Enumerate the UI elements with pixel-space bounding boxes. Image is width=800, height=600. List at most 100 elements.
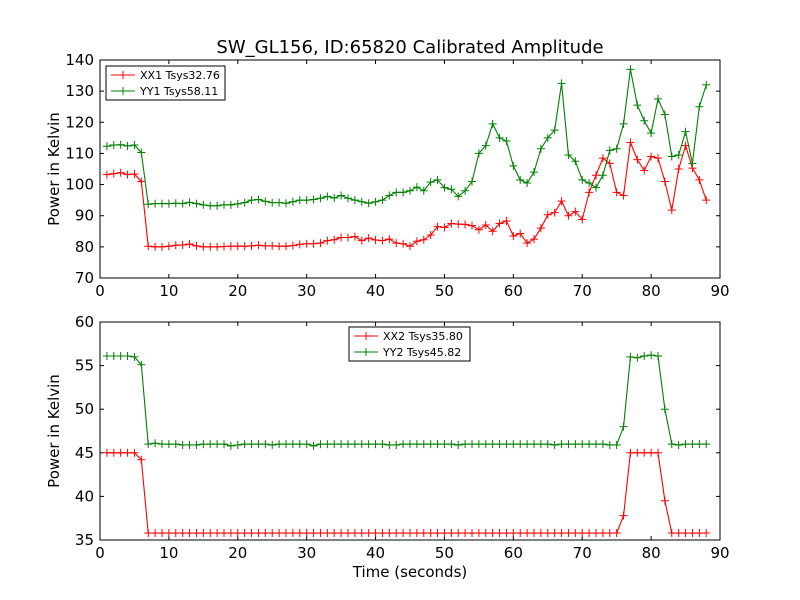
data-point <box>530 168 538 177</box>
data-point <box>688 529 697 538</box>
data-point <box>399 239 408 248</box>
data-point <box>199 529 208 538</box>
data-point <box>164 242 173 251</box>
data-point <box>261 440 270 449</box>
data-point <box>516 229 525 238</box>
y-tick-label: 80 <box>75 238 94 256</box>
y-tick-label: 100 <box>65 176 94 194</box>
data-point <box>213 440 222 449</box>
data-point <box>316 440 325 449</box>
data-point <box>654 448 662 457</box>
data-point <box>592 440 600 449</box>
data-point <box>302 196 311 205</box>
data-point <box>612 144 621 153</box>
data-point <box>660 177 669 186</box>
data-point <box>158 199 166 208</box>
data-point <box>605 159 614 168</box>
data-point <box>371 197 380 206</box>
data-point <box>151 199 160 208</box>
data-point <box>619 422 628 431</box>
data-point <box>206 242 215 251</box>
data-point <box>536 529 545 538</box>
data-point <box>158 440 166 449</box>
data-point <box>571 529 580 538</box>
data-point <box>654 352 662 361</box>
data-point <box>151 242 160 251</box>
data-point <box>543 133 552 142</box>
data-point <box>137 177 146 186</box>
data-point <box>605 440 614 449</box>
data-point <box>530 235 538 244</box>
data-point <box>130 448 139 457</box>
data-point <box>192 529 201 538</box>
data-point <box>605 146 614 155</box>
data-point <box>633 101 642 110</box>
data-point <box>419 440 428 449</box>
data-point <box>330 193 339 202</box>
data-point <box>419 186 428 195</box>
data-point <box>488 227 497 236</box>
y-tick-label: 50 <box>75 400 94 418</box>
data-point <box>474 225 483 234</box>
data-point <box>109 141 118 150</box>
y-tick-label: 130 <box>65 82 94 100</box>
data-point <box>337 440 346 449</box>
data-point <box>523 179 532 188</box>
data-point <box>268 529 277 538</box>
data-point <box>171 241 180 250</box>
data-point <box>350 196 359 205</box>
data-point <box>261 241 270 250</box>
data-point <box>226 242 235 251</box>
data-point <box>192 440 201 449</box>
data-point <box>178 240 187 249</box>
y-tick-label: 45 <box>75 444 94 462</box>
data-point <box>144 200 153 209</box>
data-point <box>550 529 559 538</box>
data-point <box>254 529 263 538</box>
data-point <box>454 529 463 538</box>
data-point <box>302 440 311 449</box>
data-point <box>392 440 401 449</box>
data-point <box>598 171 607 180</box>
x-tick-label: 20 <box>228 544 247 562</box>
data-point <box>667 440 676 449</box>
data-point <box>323 192 332 201</box>
data-point <box>378 529 387 538</box>
data-point <box>220 242 228 251</box>
data-point <box>543 529 552 538</box>
data-point <box>309 239 318 248</box>
data-point <box>268 241 277 250</box>
data-point <box>254 241 263 250</box>
data-point <box>667 206 676 215</box>
data-point <box>674 150 683 159</box>
data-point <box>288 241 297 250</box>
data-point <box>158 242 166 251</box>
data-point <box>564 211 573 220</box>
data-point <box>612 440 621 449</box>
data-point <box>495 440 504 449</box>
data-point <box>344 233 352 242</box>
data-point <box>302 529 311 538</box>
y-tick-label: 140 <box>65 51 94 69</box>
data-point <box>578 440 587 449</box>
data-point <box>357 236 366 245</box>
data-point <box>371 529 380 538</box>
data-point <box>364 440 373 449</box>
data-point <box>564 529 573 538</box>
data-point <box>523 440 532 449</box>
data-point <box>426 529 435 538</box>
data-point <box>516 440 525 449</box>
data-point <box>137 455 146 464</box>
data-point <box>144 440 153 449</box>
data-point <box>509 231 518 240</box>
data-point <box>412 440 421 449</box>
data-point <box>164 529 173 538</box>
chart-title: SW_GL156, ID:65820 Calibrated Amplitude <box>216 37 603 58</box>
data-point <box>578 215 587 224</box>
data-point <box>282 529 290 538</box>
data-point <box>626 448 635 457</box>
data-point <box>626 138 635 147</box>
data-point <box>681 127 690 136</box>
data-point <box>619 511 628 520</box>
